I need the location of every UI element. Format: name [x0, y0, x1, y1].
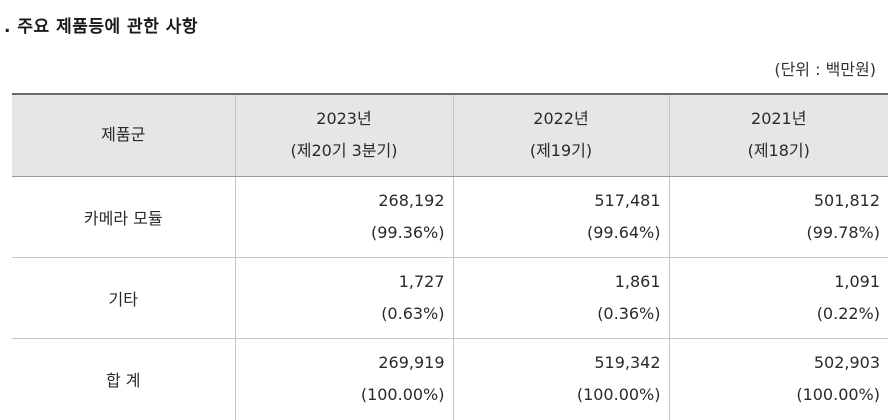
cell-value: 517,481 [594, 190, 661, 210]
cell-value: 502,903 [813, 353, 880, 373]
cell-2021: 501,812 (99.78%) [668, 176, 888, 258]
cell-share: (0.63%) [381, 303, 445, 323]
header-period: (제19기) [529, 141, 593, 161]
header-2022: 2022년 (제19기) [452, 93, 670, 177]
cell-value: 1,861 [614, 271, 661, 291]
cell-share: (0.22%) [816, 303, 880, 323]
table-row-total: 합 계 269,919 (100.00%) 519,342 (100.00%) … [12, 338, 888, 420]
product-table: 제품군 2023년 (제20기 3분기) 2022년 (제19기) 2021년 … [12, 93, 888, 420]
row-label: 합 계 [12, 338, 236, 420]
header-year: 2023년 [316, 109, 372, 129]
cell-share: (99.36%) [371, 222, 445, 242]
cell-2022: 1,861 (0.36%) [452, 257, 670, 339]
row-label: 기타 [12, 257, 236, 339]
cell-share: (100.00%) [796, 385, 880, 405]
cell-value: 269,919 [378, 353, 445, 373]
header-year: 2022년 [533, 109, 589, 129]
header-2023: 2023년 (제20기 3분기) [234, 93, 454, 177]
cell-share: (0.36%) [597, 303, 661, 323]
header-2021: 2021년 (제18기) [668, 93, 888, 177]
cell-2021: 1,091 (0.22%) [668, 257, 888, 339]
cell-share: (99.64%) [587, 222, 661, 242]
cell-value: 519,342 [594, 353, 661, 373]
cell-2023: 268,192 (99.36%) [234, 176, 454, 258]
header-year: 2021년 [751, 109, 807, 129]
header-period: (제20기 3분기) [290, 141, 398, 161]
cell-share: (99.78%) [806, 222, 881, 242]
cell-value: 1,091 [834, 271, 880, 291]
section-heading: . 주요 제품등에 관한 사항 [4, 17, 199, 37]
header-label: 제품군 [101, 125, 146, 145]
cell-value: 1,727 [398, 271, 445, 291]
cell-share: (100.00%) [576, 385, 661, 405]
cell-2023: 1,727 (0.63%) [234, 257, 454, 339]
cell-value: 501,812 [813, 190, 880, 210]
table-row-other: 기타 1,727 (0.63%) 1,861 (0.36%) 1,091 (0.… [12, 257, 888, 339]
unit-label: (단위 : 백만원) [774, 60, 876, 79]
cell-value: 268,192 [378, 190, 445, 210]
table-header-row: 제품군 2023년 (제20기 3분기) 2022년 (제19기) 2021년 … [12, 93, 888, 177]
table-row-camera-module: 카메라 모듈 268,192 (99.36%) 517,481 (99.64%)… [12, 176, 888, 258]
cell-2021: 502,903 (100.00%) [668, 338, 888, 420]
header-product-group: 제품군 [12, 93, 236, 177]
cell-2023: 269,919 (100.00%) [234, 338, 454, 420]
cell-2022: 519,342 (100.00%) [452, 338, 670, 420]
cell-share: (100.00%) [360, 385, 445, 405]
row-label: 카메라 모듈 [12, 176, 236, 258]
header-period: (제18기) [747, 141, 810, 161]
cell-2022: 517,481 (99.64%) [452, 176, 670, 258]
